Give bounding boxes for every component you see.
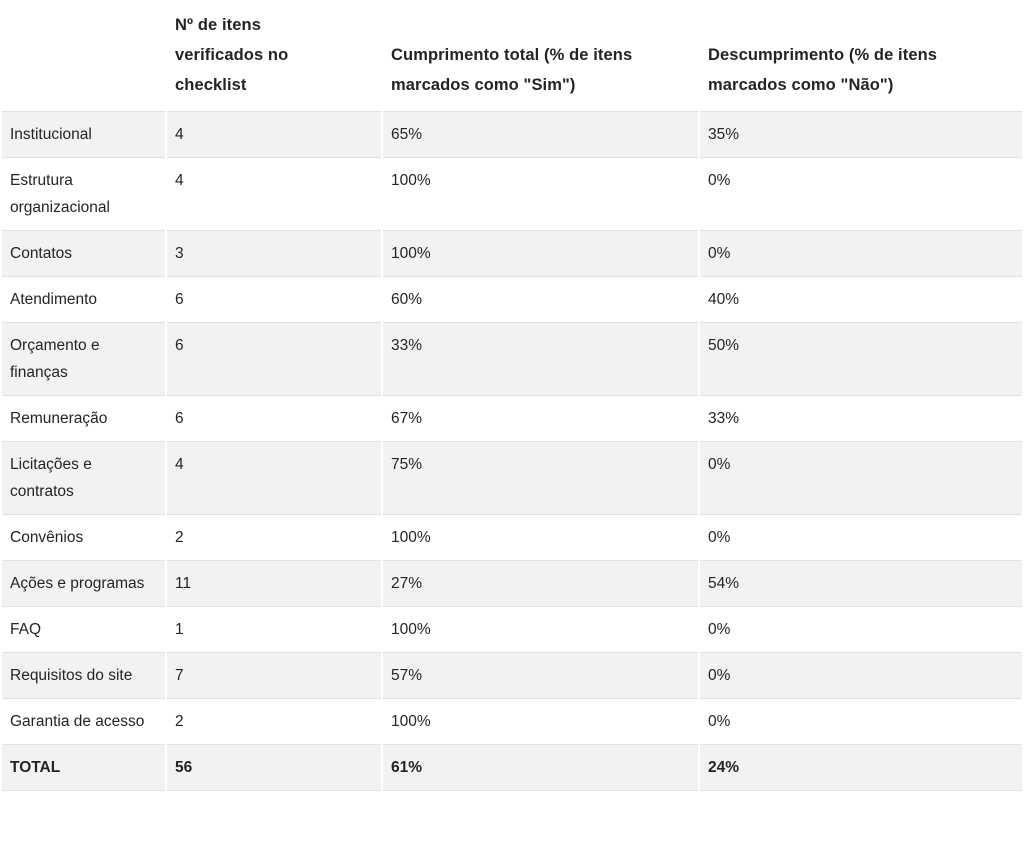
table-row: Remuneração 6 67% 33% xyxy=(2,395,1022,441)
cell-descumprimento: 54% xyxy=(700,560,1022,606)
table-row: Ações e programas 11 27% 54% xyxy=(2,560,1022,606)
cell-category: Ações e programas xyxy=(2,560,165,606)
cell-category: Remuneração xyxy=(2,395,165,441)
table-row: Licitações e contratos 4 75% 0% xyxy=(2,441,1022,514)
table-row: Contatos 3 100% 0% xyxy=(2,230,1022,276)
cell-itens-verificados: 56 xyxy=(167,744,381,791)
cell-category: Requisitos do site xyxy=(2,652,165,698)
table-body: Institucional 4 65% 35% Estrutura organi… xyxy=(2,111,1022,791)
cell-descumprimento: 33% xyxy=(700,395,1022,441)
header-descumprimento: Descumprimento (% de itens marcados como… xyxy=(708,46,938,94)
header-category xyxy=(2,0,165,111)
cell-descumprimento: 50% xyxy=(700,322,1022,395)
cell-category: Estrutura organizacional xyxy=(2,157,165,230)
cell-itens-verificados: 1 xyxy=(167,606,381,652)
cell-itens-verificados: 6 xyxy=(167,395,381,441)
cell-cumprimento: 100% xyxy=(383,514,698,560)
cell-descumprimento: 0% xyxy=(700,606,1022,652)
cell-category: FAQ xyxy=(2,606,165,652)
header-row: Nº de itens verificados no checklist Cum… xyxy=(2,0,1022,111)
cell-cumprimento: 57% xyxy=(383,652,698,698)
cell-descumprimento: 35% xyxy=(700,111,1022,157)
cell-category: Convênios xyxy=(2,514,165,560)
compliance-table: Nº de itens verificados no checklist Cum… xyxy=(2,0,1022,791)
cell-descumprimento: 0% xyxy=(700,230,1022,276)
cell-cumprimento: 67% xyxy=(383,395,698,441)
cell-cumprimento: 100% xyxy=(383,606,698,652)
cell-cumprimento: 60% xyxy=(383,276,698,322)
cell-itens-verificados: 4 xyxy=(167,111,381,157)
cell-descumprimento: 0% xyxy=(700,698,1022,744)
table-row: Convênios 2 100% 0% xyxy=(2,514,1022,560)
table-row: TOTAL 56 61% 24% xyxy=(2,744,1022,791)
cell-cumprimento: 61% xyxy=(383,744,698,791)
cell-itens-verificados: 4 xyxy=(167,157,381,230)
cell-descumprimento: 40% xyxy=(700,276,1022,322)
cell-itens-verificados: 7 xyxy=(167,652,381,698)
cell-category: Orçamento e finanças xyxy=(2,322,165,395)
table-row: Requisitos do site 7 57% 0% xyxy=(2,652,1022,698)
cell-itens-verificados: 11 xyxy=(167,560,381,606)
cell-category: Institucional xyxy=(2,111,165,157)
cell-itens-verificados: 2 xyxy=(167,514,381,560)
cell-descumprimento: 0% xyxy=(700,652,1022,698)
cell-cumprimento: 75% xyxy=(383,441,698,514)
cell-descumprimento: 0% xyxy=(700,441,1022,514)
table-row: Estrutura organizacional 4 100% 0% xyxy=(2,157,1022,230)
cell-cumprimento: 33% xyxy=(383,322,698,395)
cell-itens-verificados: 2 xyxy=(167,698,381,744)
cell-category: Garantia de acesso xyxy=(2,698,165,744)
cell-descumprimento: 0% xyxy=(700,514,1022,560)
cell-cumprimento: 100% xyxy=(383,157,698,230)
cell-cumprimento: 100% xyxy=(383,230,698,276)
table-row: FAQ 1 100% 0% xyxy=(2,606,1022,652)
header-cumprimento-total: Cumprimento total (% de itens marcados c… xyxy=(391,46,633,94)
cell-cumprimento: 27% xyxy=(383,560,698,606)
header-itens-verificados: Nº de itens verificados no checklist xyxy=(175,16,289,94)
cell-itens-verificados: 4 xyxy=(167,441,381,514)
cell-category: Licitações e contratos xyxy=(2,441,165,514)
cell-descumprimento: 0% xyxy=(700,157,1022,230)
cell-cumprimento: 65% xyxy=(383,111,698,157)
table-header: Nº de itens verificados no checklist Cum… xyxy=(2,0,1022,111)
cell-descumprimento: 24% xyxy=(700,744,1022,791)
cell-cumprimento: 100% xyxy=(383,698,698,744)
cell-itens-verificados: 6 xyxy=(167,322,381,395)
cell-category: Contatos xyxy=(2,230,165,276)
cell-itens-verificados: 6 xyxy=(167,276,381,322)
cell-category: TOTAL xyxy=(2,744,165,791)
table-row: Atendimento 6 60% 40% xyxy=(2,276,1022,322)
cell-itens-verificados: 3 xyxy=(167,230,381,276)
table-row: Orçamento e finanças 6 33% 50% xyxy=(2,322,1022,395)
table-row: Institucional 4 65% 35% xyxy=(2,111,1022,157)
cell-category: Atendimento xyxy=(2,276,165,322)
table-row: Garantia de acesso 2 100% 0% xyxy=(2,698,1022,744)
